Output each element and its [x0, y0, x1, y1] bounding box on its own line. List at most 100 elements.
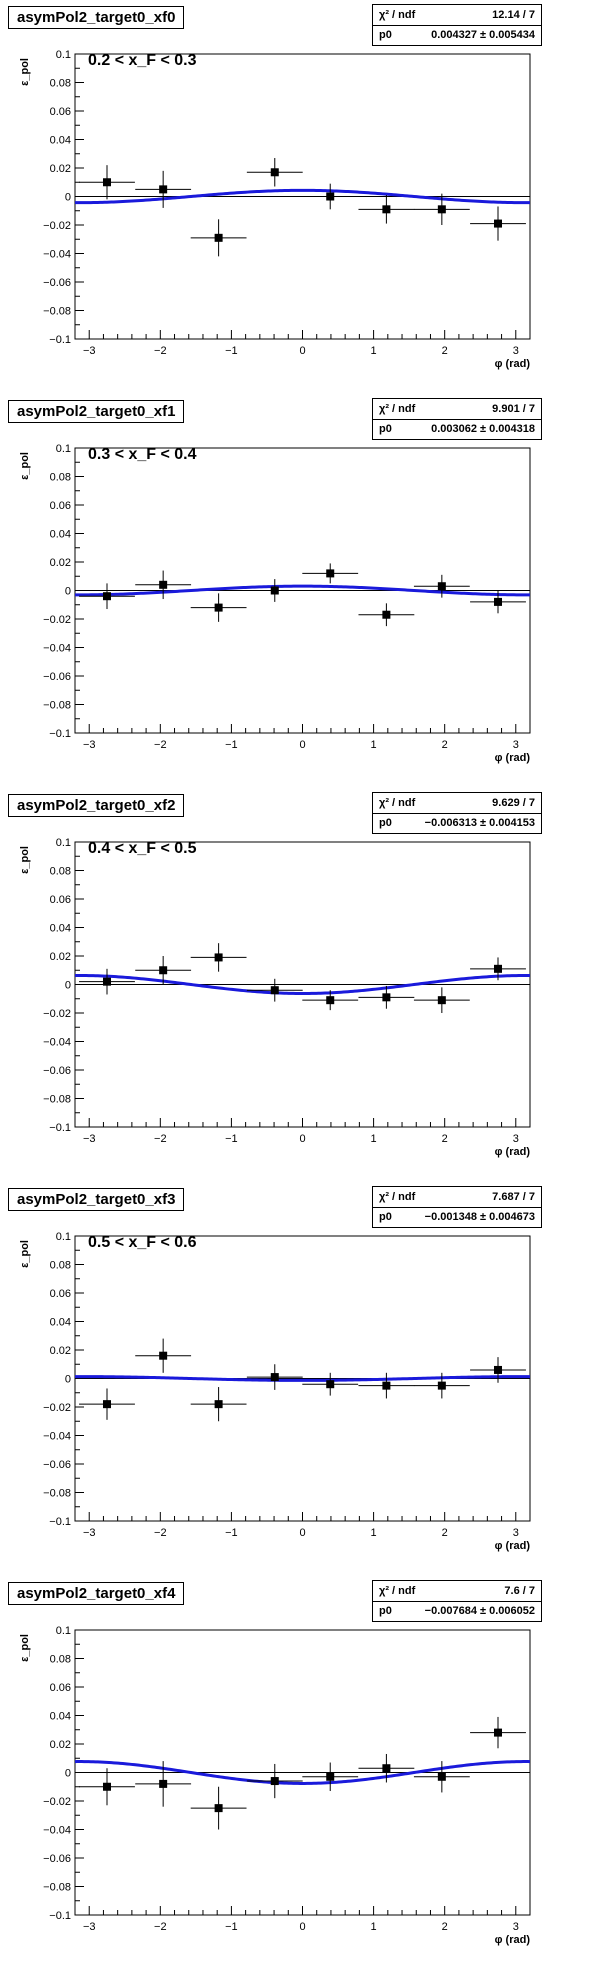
x-tick-label: 1: [371, 1527, 377, 1539]
data-point: [494, 964, 503, 973]
p0-value: −0.001348 ± 0.004673: [424, 1211, 535, 1223]
x-tick-label: 1: [371, 345, 377, 357]
fit-curve: [75, 584, 530, 597]
y-tick-label: −0.08: [43, 700, 71, 712]
xf-range-label: 0.4 < x_F < 0.5: [88, 840, 197, 857]
y-tick-label: 0.04: [50, 923, 71, 935]
chart-panel: −0.1 −0.08 −0.06 −0.04 −0.02 0 0.02 0.04 0.06 0.0…: [0, 394, 596, 788]
y-tick-label: −0.08: [43, 306, 71, 318]
y-tick-label: −0.1: [49, 1122, 71, 1134]
fit-stats-box: χ² / ndf 9.629 / 7 p0 −0.006313 ± 0.004153: [372, 792, 542, 834]
y-tick-label: −0.08: [43, 1094, 71, 1106]
data-point: [159, 185, 168, 194]
y-axis-title: ε_pol: [19, 58, 31, 86]
x-tick-label: −1: [225, 1527, 238, 1539]
x-tick-label: −2: [154, 1133, 167, 1145]
chart-title: asymPol2_target0_xf3: [8, 1188, 185, 1211]
data-point: [102, 592, 111, 601]
p0-label: p0: [379, 1211, 392, 1223]
chart-panel: −0.1 −0.08 −0.06 −0.04 −0.02 0 0.02 0.04 0.06 0.0…: [0, 788, 596, 1182]
y-tick-label: 0.08: [50, 472, 71, 484]
fit-curve: [75, 1375, 530, 1382]
y-tick-label: 0.06: [50, 106, 71, 118]
chi2-label: χ² / ndf: [379, 797, 416, 809]
xf-range-label: 0.2 < x_F < 0.3: [88, 52, 197, 69]
y-tick-label: 0.04: [50, 1711, 71, 1723]
chart-title: asymPol2_target0_xf2: [8, 794, 185, 817]
fit-stats-box: χ² / ndf 12.14 / 7 p0 0.004327 ± 0.005434: [372, 4, 542, 46]
y-tick-label: −0.06: [43, 1853, 71, 1865]
y-tick-label: −0.1: [49, 728, 71, 740]
y-tick-label: 0.1: [56, 1625, 71, 1637]
y-tick-label: 0.06: [50, 1288, 71, 1300]
y-tick-label: 0.1: [56, 1231, 71, 1243]
data-point: [102, 1782, 111, 1791]
y-tick-label: 0.04: [50, 135, 71, 147]
p0-value: 0.003062 ± 0.004318: [431, 423, 535, 435]
data-point: [102, 1400, 111, 1409]
y-tick-label: 0.1: [56, 443, 71, 455]
x-tick-label: 3: [513, 1527, 519, 1539]
data-point: [159, 1779, 168, 1788]
y-tick-label: 0.04: [50, 1317, 71, 1329]
data-point: [326, 569, 335, 578]
x-axis-title: φ (rad): [495, 1540, 531, 1552]
y-tick-label: 0.08: [50, 1260, 71, 1272]
x-tick-label: 0: [299, 345, 305, 357]
y-tick-label: 0: [65, 1374, 71, 1386]
x-tick-label: −3: [83, 1921, 96, 1933]
data-point: [326, 1380, 335, 1389]
p0-label: p0: [379, 29, 392, 41]
chi2-value: 9.629 / 7: [492, 797, 535, 809]
data-point: [102, 977, 111, 986]
plot-area: −0.1 −0.08 −0.06 −0.04 −0.02 0 0.02 0.04 0.06 0.0…: [19, 49, 531, 370]
y-tick-label: 0.1: [56, 49, 71, 61]
data-point: [326, 996, 335, 1005]
x-tick-label: −2: [154, 739, 167, 751]
data-point: [214, 233, 223, 242]
x-tick-label: −3: [83, 1527, 96, 1539]
data-point: [159, 1351, 168, 1360]
data-point: [382, 993, 391, 1002]
y-tick-label: −0.06: [43, 1459, 71, 1471]
data-point: [214, 1804, 223, 1813]
x-tick-label: 3: [513, 1921, 519, 1933]
data-point: [382, 1381, 391, 1390]
data-point: [270, 1777, 279, 1786]
y-tick-label: 0: [65, 192, 71, 204]
data-point: [326, 192, 335, 201]
data-point: [494, 219, 503, 228]
x-axis-title: φ (rad): [495, 1146, 531, 1158]
y-tick-label: 0: [65, 586, 71, 598]
p0-value: −0.007684 ± 0.006052: [424, 1605, 535, 1617]
chi2-value: 7.687 / 7: [492, 1191, 535, 1203]
y-tick-label: 0.08: [50, 866, 71, 878]
chi2-value: 9.901 / 7: [492, 403, 535, 415]
x-tick-label: −2: [154, 1921, 167, 1933]
chart-panel: −0.1 −0.08 −0.06 −0.04 −0.02 0 0.02 0.04 0.06 0.0…: [0, 1576, 596, 1970]
data-point: [102, 178, 111, 187]
y-tick-label: −0.02: [43, 220, 71, 232]
x-tick-label: 3: [513, 345, 519, 357]
data-point: [382, 610, 391, 619]
x-tick-label: −2: [154, 1527, 167, 1539]
x-tick-label: 1: [371, 739, 377, 751]
y-axis-title: ε_pol: [19, 1634, 31, 1662]
fit-curve: [75, 188, 530, 205]
chi2-label: χ² / ndf: [379, 403, 416, 415]
x-tick-label: −3: [83, 345, 96, 357]
chart-title: asymPol2_target0_xf0: [8, 6, 185, 29]
data-point: [494, 1728, 503, 1737]
x-axis-title: φ (rad): [495, 752, 531, 764]
plot-area: −0.1 −0.08 −0.06 −0.04 −0.02 0 0.02 0.04 0.06 0.0…: [19, 837, 531, 1158]
y-axis-title: ε_pol: [19, 846, 31, 874]
y-tick-label: −0.06: [43, 277, 71, 289]
xf-range-label: 0.3 < x_F < 0.4: [88, 446, 197, 463]
x-tick-label: 0: [299, 739, 305, 751]
p0-value: 0.004327 ± 0.005434: [431, 29, 535, 41]
fit-stats-box: χ² / ndf 9.901 / 7 p0 0.003062 ± 0.004318: [372, 398, 542, 440]
data-point: [214, 953, 223, 962]
x-tick-label: −1: [225, 1921, 238, 1933]
y-tick-label: −0.04: [43, 1037, 71, 1049]
data-point: [437, 205, 446, 214]
